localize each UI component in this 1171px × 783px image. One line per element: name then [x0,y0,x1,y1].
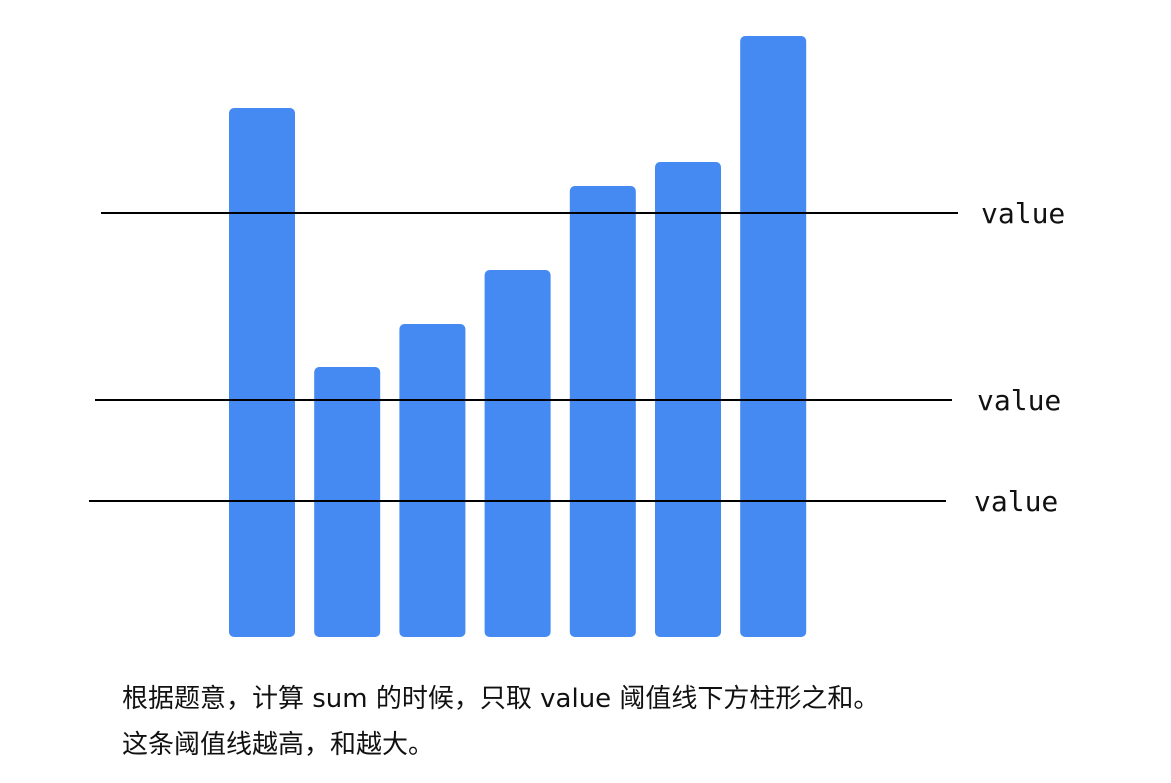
bars [229,36,807,637]
bar-threshold-diagram: value value value [89,36,1065,637]
bar-4 [484,270,551,637]
threshold-line-label-2: value [977,384,1061,417]
caption: 根据题意，计算 sum 的时候，只取 value 阈值线下方柱形之和。 这条阈值… [122,676,1142,768]
caption-line-1: 根据题意，计算 sum 的时候，只取 value 阈值线下方柱形之和。 [122,684,880,714]
bar-5 [569,186,636,637]
bar-1 [229,108,295,637]
threshold-line-label-1: value [981,197,1065,230]
caption-line-2: 这条阈值线越高，和越大。 [122,730,435,760]
threshold-lines: value value value [89,197,1065,518]
bar-7 [740,36,807,637]
bar-3 [399,324,466,637]
threshold-line-label-3: value [974,485,1058,518]
